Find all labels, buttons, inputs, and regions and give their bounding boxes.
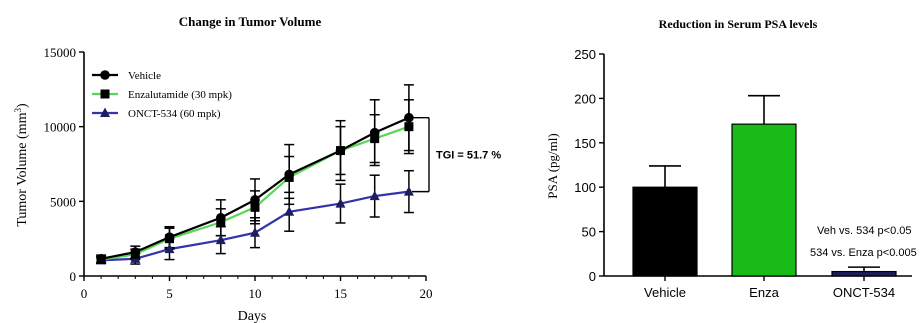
tgi-annotation: TGI = 51.7 %: [436, 150, 501, 162]
legend-label: ONCT-534 (60 mpk): [128, 108, 221, 120]
left-x-axis-label: Days: [238, 309, 267, 323]
right-y-tick-label: 150: [574, 136, 596, 151]
left-y-axis-label: Tumor Volume (mm3): [13, 103, 30, 227]
bar: [731, 123, 797, 277]
left-y-axis-label-main: Tumor Volume (mm: [15, 112, 30, 226]
left-data-point: [216, 212, 226, 223]
bar: [831, 270, 897, 277]
left-data-point: [404, 112, 414, 123]
left-y-tick-label: 15000: [44, 45, 77, 60]
left-data-point: [250, 195, 260, 205]
left-data-point: [335, 145, 346, 156]
bar: [632, 186, 698, 277]
left-x-tick-label: 10: [249, 286, 262, 301]
right-chart-title: Reduction in Serum PSA levels: [659, 17, 818, 31]
left-data-point: [215, 234, 226, 245]
stat-annotation: Veh vs. 534 p<0.05: [817, 225, 912, 237]
left-data-point: [403, 186, 414, 196]
left-data-point: [130, 247, 141, 257]
stat-annotation: 534 vs. Enza p<0.005: [810, 247, 917, 259]
right-y-tick-label: 0: [589, 269, 596, 284]
left-y-tick-label: 5000: [50, 194, 76, 209]
left-y-tick-label: 10000: [44, 120, 77, 135]
right-y-tick-label: 200: [574, 91, 596, 106]
right-y-axis-label: PSA (pg/ml): [545, 133, 560, 198]
left-y-axis-label-close: ): [15, 103, 30, 108]
legend-label: Vehicle: [128, 70, 161, 82]
right-y-tick-label: 50: [582, 225, 596, 240]
legend-marker: [100, 107, 110, 117]
right-chart-layer: 0 50 100 150 200 250 Vehicle Enza ONCT-534 Veh vs…: [574, 47, 916, 300]
left-chart-title: Change in Tumor Volume: [179, 14, 322, 29]
left-data-point: [369, 127, 380, 138]
left-data-point: [250, 227, 260, 237]
left-data-point: [164, 232, 175, 242]
left-data-point: [250, 202, 260, 212]
left-data-point: [370, 134, 380, 144]
left-data-point: [284, 169, 295, 180]
left-data-point: [335, 198, 346, 208]
left-chart-layer: 0 5 10 15 20 0 5000 10000 15000 Vehicle Enzalutami…: [44, 45, 502, 301]
right-y-tick-label: 250: [574, 47, 596, 62]
left-x-tick-label: 0: [81, 286, 88, 301]
right-x-tick-label: ONCT-534: [833, 285, 895, 300]
left-x-tick-label: 15: [334, 286, 347, 301]
left-y-tick-label: 0: [70, 269, 77, 284]
legend-marker: [100, 70, 110, 80]
left-data-point: [164, 243, 175, 254]
left-y-axis-label-superscript: 3: [13, 108, 23, 113]
left-data-point: [284, 206, 295, 216]
left-data-point: [96, 254, 106, 264]
left-data-point: [369, 190, 380, 201]
left-x-tick-label: 20: [420, 286, 433, 301]
right-y-tick-label: 100: [574, 180, 596, 195]
right-x-tick-label: Enza: [749, 285, 779, 300]
right-x-tick-label: Vehicle: [644, 285, 686, 300]
left-x-tick-label: 5: [166, 286, 173, 301]
legend-marker: [100, 89, 110, 99]
legend-label: Enzalutamide (30 mpk): [128, 89, 232, 101]
left-data-point: [404, 122, 414, 132]
